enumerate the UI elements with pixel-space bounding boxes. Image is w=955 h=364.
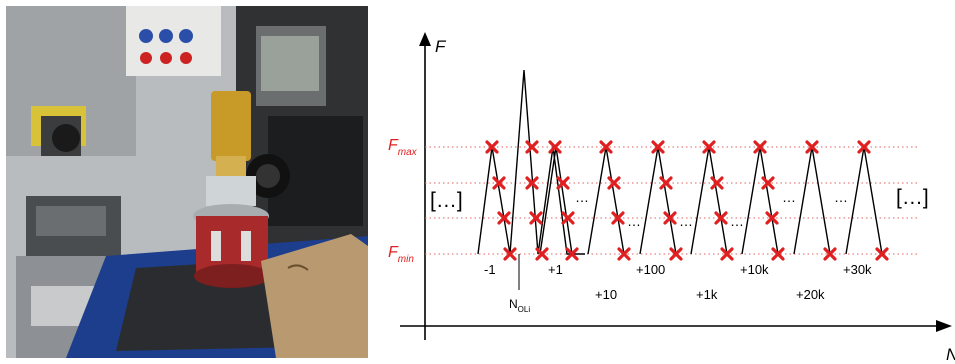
ellipsis-dots: … (834, 189, 848, 205)
cycle-label: +10k (740, 262, 769, 277)
cycle-label: +1k (696, 287, 718, 302)
x-axis-arrow (936, 320, 952, 332)
cycle-label: +30k (843, 262, 872, 277)
ellipsis-right: […] (896, 186, 929, 209)
load-sequence-diagram: F N Fmax Fmin […] […] NOLi … (388, 32, 955, 364)
load-markers (485, 140, 889, 261)
cycle-label: +20k (796, 287, 825, 302)
ellipsis-left: […] (430, 189, 463, 212)
test-rig-photo (6, 6, 368, 358)
n-oli-label: NOLi (509, 297, 530, 314)
reference-lines (425, 146, 918, 255)
ellipsis-dots: … (575, 189, 589, 205)
cycle-label: +1 (548, 262, 563, 277)
ellipsis-dots: … (627, 213, 641, 229)
f-max-label: Fmax (388, 137, 418, 158)
cycle-label: -1 (484, 262, 496, 277)
x-axis-label: N (946, 345, 955, 364)
ellipsis-dots: … (679, 213, 693, 229)
f-min-label: Fmin (388, 244, 414, 265)
y-axis-arrow (419, 32, 431, 46)
cycle-label: +10 (595, 287, 617, 302)
load-waveform-cycles (587, 146, 625, 255)
y-axis-label: F (435, 37, 447, 56)
load-waveform-pre (477, 69, 585, 255)
ellipsis-dots: … (782, 189, 796, 205)
ellipsis-dots: … (730, 213, 744, 229)
cycle-label: +100 (636, 262, 665, 277)
